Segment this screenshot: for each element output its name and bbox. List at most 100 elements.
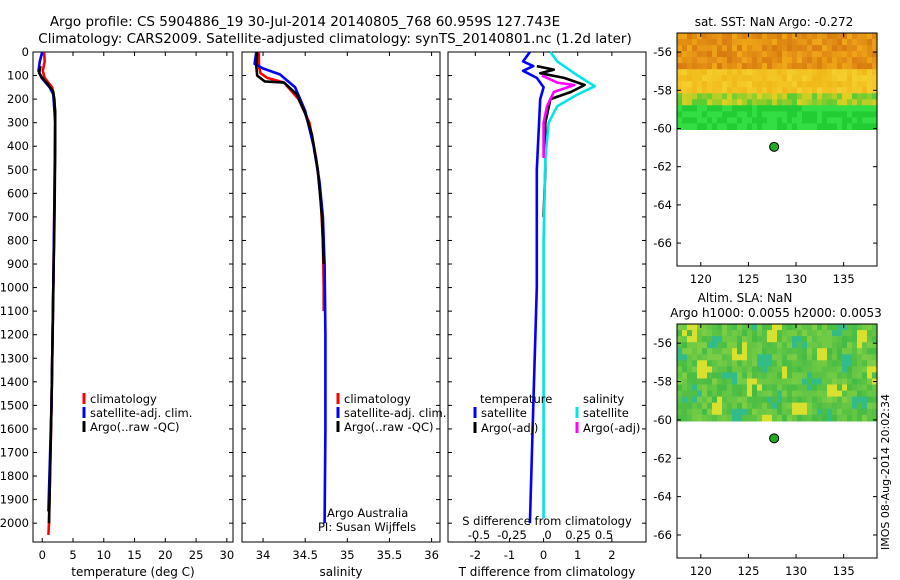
- sst-map-pixel: [832, 63, 838, 70]
- sla-map-pixel: [837, 372, 843, 380]
- sst-map-pixel: [862, 105, 868, 112]
- sla-map-pixel: [847, 384, 853, 392]
- sla-map-pixel: [687, 360, 693, 367]
- sst-map-pixel: [777, 63, 783, 70]
- sst-map-pixel: [802, 39, 808, 46]
- sst-map-pixel: [867, 57, 873, 64]
- sla-map-pixel: [737, 378, 743, 386]
- sla-map-pixel: [717, 330, 723, 337]
- sst-map-pixel: [697, 45, 703, 52]
- sla-map-pixel: [822, 330, 828, 337]
- sst-map-pixel: [837, 45, 843, 52]
- sst-map-pixel: [697, 63, 703, 70]
- sst-map-pixel: [812, 87, 818, 94]
- temperature-xtick-label: 15: [127, 548, 142, 562]
- sst-map-pixel: [872, 69, 878, 76]
- sla-map-pixel: [837, 348, 843, 355]
- diff-s-tick-label: -0.5: [468, 528, 490, 542]
- sst-map-pixel: [692, 57, 698, 64]
- sla-map-pixel: [857, 342, 863, 349]
- sst-map-pixel: [857, 87, 863, 94]
- sst-map-pixel: [867, 81, 873, 88]
- sla-map-pixel: [762, 336, 768, 343]
- sla-map-pixel: [847, 408, 853, 416]
- sst-map-pixel: [812, 117, 818, 124]
- sst-map-pixel: [697, 117, 703, 124]
- sla-map-pixel: [747, 360, 753, 367]
- sst-map-pixel: [842, 45, 848, 52]
- sla-map-pixel: [837, 342, 843, 349]
- depth-tick-label: 100: [7, 69, 29, 83]
- sst-map-pixel: [682, 105, 688, 112]
- sla-map-pixel: [692, 390, 698, 398]
- sla-map-pixel: [697, 324, 703, 331]
- sst-map-pixel: [772, 75, 778, 82]
- sla-map-pixel: [737, 360, 743, 367]
- sla-map-pixel: [677, 336, 683, 343]
- sla-map-pixel: [687, 396, 693, 404]
- sla-map-pixel: [702, 354, 708, 361]
- sla-map-pixel: [837, 414, 843, 422]
- sla-map-pixel: [677, 372, 683, 380]
- sla-map-pixel: [692, 342, 698, 349]
- sla-map-pixel: [787, 384, 793, 392]
- sst-map-pixel: [697, 99, 703, 106]
- sla-map-pixel: [807, 384, 813, 392]
- sla-map-pixel: [737, 414, 743, 422]
- sst-map-pixel: [812, 99, 818, 106]
- sst-map-pixel: [677, 39, 683, 46]
- sst-map-pixel: [762, 123, 768, 130]
- sst-map-pixel: [852, 45, 858, 52]
- sla-map-pixel: [862, 336, 868, 343]
- sst-map-pixel: [822, 33, 828, 40]
- sla-map-pixel: [792, 348, 798, 355]
- sst-map-pixel: [712, 57, 718, 64]
- sla-map-pixel: [772, 402, 778, 410]
- sst-map-pixel: [822, 93, 828, 100]
- sla-map-pixel: [692, 360, 698, 367]
- sst-map-pixel: [827, 93, 833, 100]
- difference-xtick-label: -2: [470, 548, 481, 562]
- sla-map-pixel: [762, 378, 768, 386]
- sla-map-pixel: [817, 402, 823, 410]
- sla-map-pixel: [857, 366, 863, 374]
- sla-map-pixel: [862, 342, 868, 349]
- depth-tick-label: 800: [7, 233, 29, 247]
- sla-map-pixel: [772, 378, 778, 386]
- sst-map-pixel: [852, 123, 858, 130]
- diff-s-axis-title: S difference from climatology: [462, 514, 632, 528]
- sst-map-pixel: [757, 105, 763, 112]
- sst-map-pixel: [867, 63, 873, 70]
- sst-map-pixel: [807, 111, 813, 118]
- sla-map-pixel: [762, 384, 768, 392]
- sst-map-pixel: [822, 69, 828, 76]
- sst-map-pixel: [832, 99, 838, 106]
- sst-map-pixel: [742, 117, 748, 124]
- sst-map-argo-marker: [769, 141, 780, 152]
- sla-map-pixel: [852, 408, 858, 416]
- depth-tick-label: 500: [7, 163, 29, 177]
- sla-map-pixel: [697, 390, 703, 398]
- sla-map-pixel: [802, 378, 808, 386]
- sst-map-pixel: [702, 33, 708, 40]
- sst-map-pixel: [842, 63, 848, 70]
- sst-map-pixel: [737, 33, 743, 40]
- sst-map-pixel: [782, 51, 788, 58]
- sla-map-pixel: [802, 384, 808, 392]
- sla-map-subtitle: Argo h1000: 0.0055 h2000: 0.0053: [670, 306, 882, 320]
- sla-map-pixel: [822, 384, 828, 392]
- sla-map-pixel: [832, 372, 838, 380]
- sst-map-pixel: [847, 117, 853, 124]
- sst-map-pixel: [852, 93, 858, 100]
- depth-tick-label: 1100: [0, 304, 29, 318]
- sla-map-pixel: [792, 378, 798, 386]
- sla-map-pixel: [747, 396, 753, 404]
- sst-map-pixel: [737, 117, 743, 124]
- sst-map-pixel: [722, 105, 728, 112]
- sla-map-pixel: [712, 330, 718, 337]
- sst-map-pixel: [677, 117, 683, 124]
- sla-map-pixel: [712, 348, 718, 355]
- sst-map-pixel: [747, 45, 753, 52]
- sst-map-pixel: [812, 81, 818, 88]
- sla-map-pixel: [797, 408, 803, 416]
